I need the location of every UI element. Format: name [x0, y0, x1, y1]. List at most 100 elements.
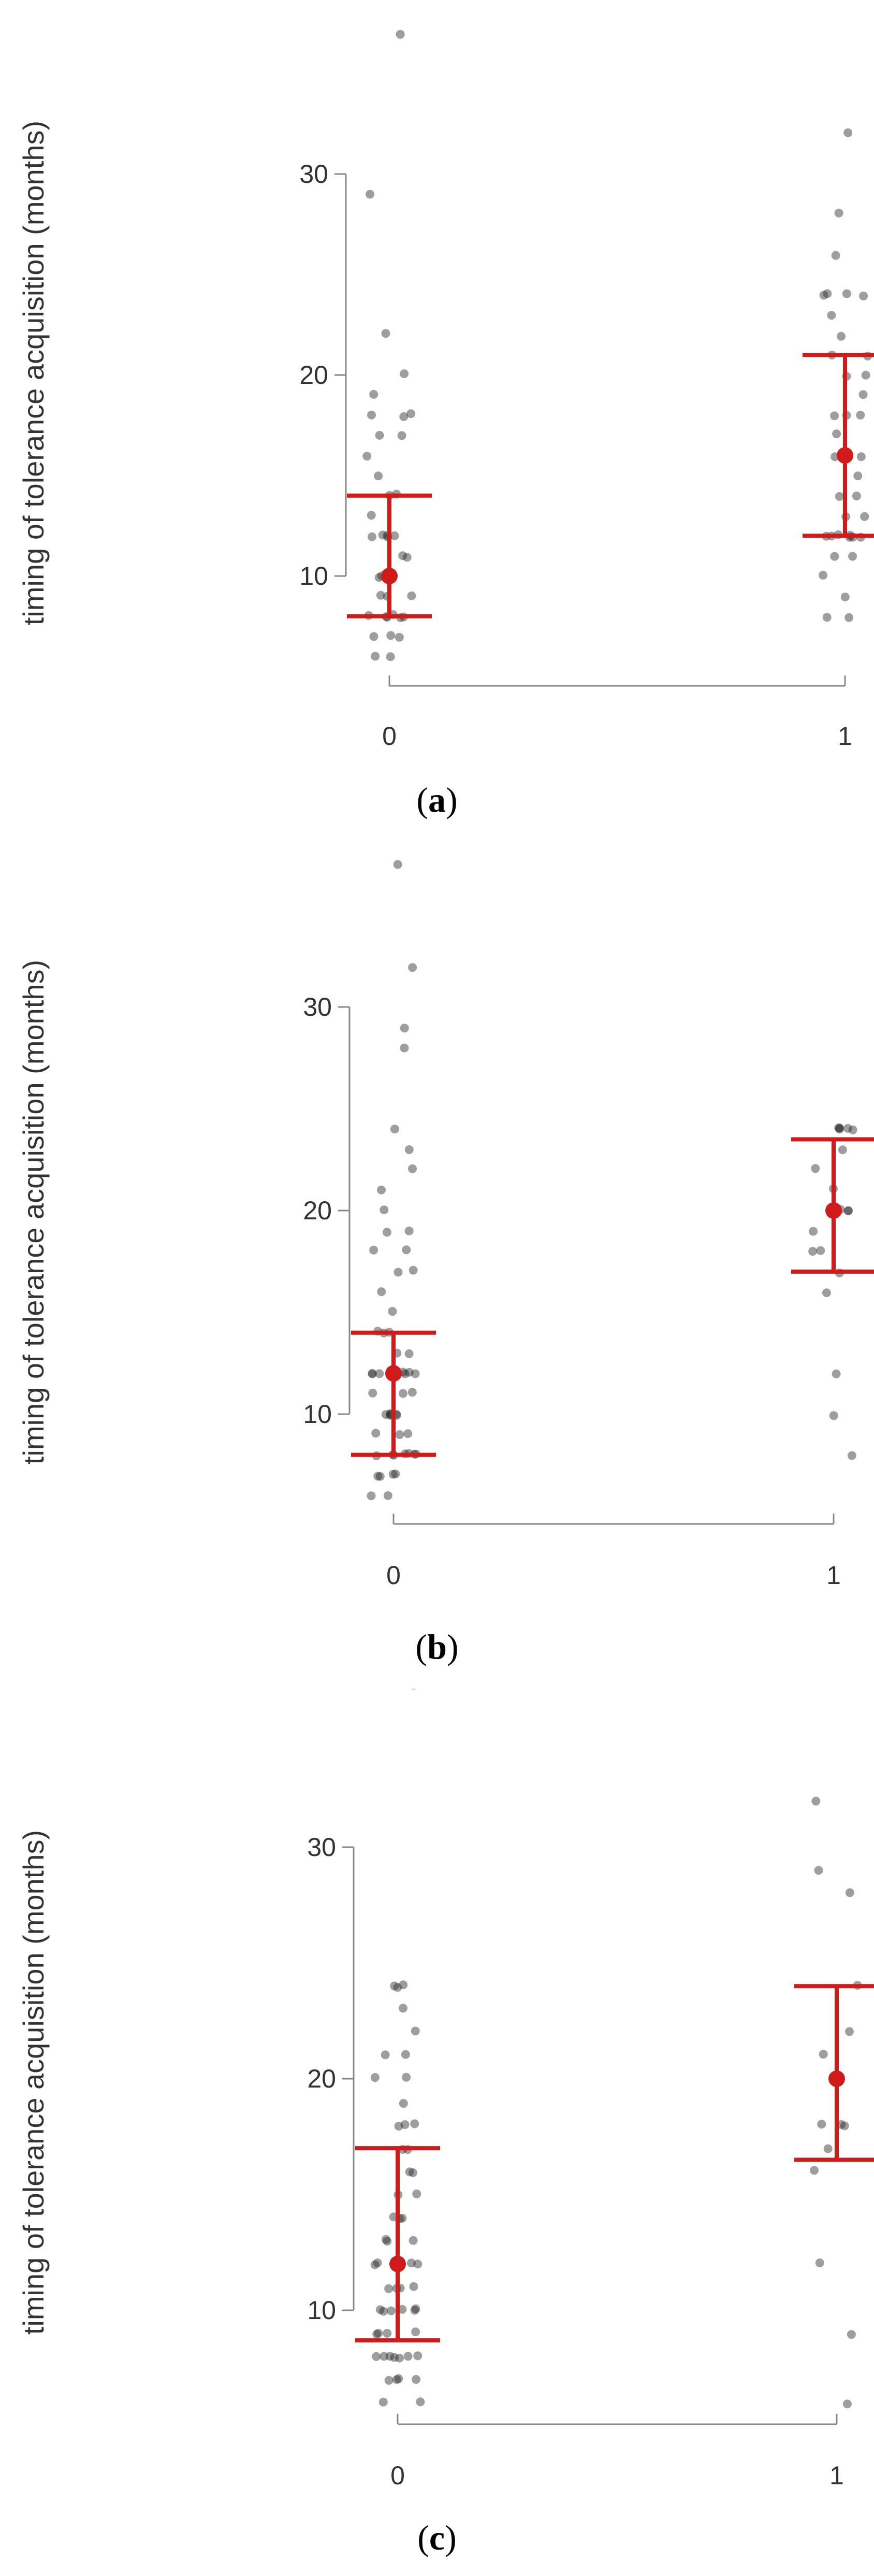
data-point — [394, 2122, 403, 2131]
y-tick-label: 20 — [303, 1196, 332, 1225]
data-point — [823, 2144, 833, 2153]
data-point — [404, 1349, 414, 1358]
x-tick-label: 1 — [829, 2461, 844, 2490]
data-point — [838, 1145, 847, 1155]
data-point — [411, 2304, 420, 2313]
data-point — [861, 370, 870, 380]
data-point — [845, 1888, 854, 1897]
x-tick-label: 1 — [838, 722, 852, 751]
y-tick-label: 30 — [307, 1833, 336, 1862]
median-point — [385, 1365, 402, 1382]
y-tick-label: 30 — [303, 992, 332, 1021]
y-tick-label: 10 — [299, 562, 328, 591]
data-point — [859, 291, 868, 300]
data-point — [837, 332, 846, 341]
data-point — [840, 2121, 849, 2131]
data-point — [369, 390, 378, 399]
data-point — [401, 2050, 410, 2059]
data-point — [362, 452, 372, 461]
data-point — [808, 1247, 818, 1256]
y-tick-label: 10 — [303, 1400, 332, 1429]
data-point — [395, 2353, 404, 2363]
data-point — [404, 1226, 414, 1235]
data-point — [369, 1245, 378, 1255]
data-point — [385, 2352, 395, 2361]
data-point — [843, 128, 853, 137]
data-point — [411, 2327, 420, 2337]
data-point — [814, 1866, 823, 1875]
data-point — [412, 2375, 421, 2384]
data-point — [368, 1388, 377, 1398]
data-point — [822, 613, 832, 622]
data-point — [408, 963, 417, 972]
data-point — [407, 2258, 416, 2268]
data-point — [816, 1246, 825, 1255]
data-point — [378, 530, 387, 540]
data-point — [399, 2099, 408, 2108]
data-point — [390, 2353, 399, 2362]
y-tick-label: 30 — [299, 160, 328, 189]
data-point — [834, 208, 843, 218]
data-point — [852, 492, 861, 500]
data-point — [410, 2306, 419, 2315]
data-point — [815, 2258, 824, 2267]
data-point — [843, 1206, 853, 1216]
data-point — [810, 2166, 819, 2175]
data-point — [384, 2376, 394, 2385]
median-iqr-bar — [355, 2146, 440, 2343]
data-point — [809, 1227, 818, 1236]
data-point — [398, 2305, 407, 2314]
data-point — [411, 1369, 420, 1378]
data-point — [840, 593, 850, 601]
data-point — [381, 2235, 390, 2244]
data-point — [848, 552, 857, 561]
data-point — [367, 511, 376, 520]
data-point — [858, 390, 868, 399]
data-point — [383, 2237, 392, 2246]
data-point — [366, 190, 374, 199]
data-point — [373, 2258, 382, 2267]
data-point — [811, 1796, 821, 1806]
data-point — [373, 1472, 383, 1481]
data-point — [374, 471, 383, 481]
median-iqr-bar — [347, 493, 432, 618]
data-point — [371, 652, 380, 661]
data-point — [374, 2328, 383, 2338]
data-point — [398, 1389, 407, 1398]
data-point — [835, 1124, 844, 1133]
data-point — [372, 2329, 382, 2339]
data-point — [832, 1369, 841, 1378]
data-point — [831, 251, 840, 260]
chart-panel-b: 10 20 30 timing of tolerance acquisition (m… — [0, 839, 874, 1689]
data-point — [375, 1369, 384, 1378]
median-point — [825, 1202, 842, 1219]
data-point — [817, 2120, 826, 2129]
data-point — [384, 2284, 394, 2293]
data-point — [375, 2305, 385, 2314]
data-point — [391, 1470, 400, 1478]
data-point — [395, 632, 404, 642]
data-point — [829, 1411, 838, 1420]
median-iqr-bar — [803, 353, 874, 538]
data-point — [400, 1369, 410, 1378]
data-point — [371, 1429, 381, 1438]
x-tick-label: 0 — [386, 1561, 401, 1590]
data-point — [378, 2397, 388, 2407]
caption-letter-a: a — [428, 780, 446, 819]
data-point — [853, 471, 863, 481]
data-point — [398, 2213, 407, 2223]
data-point — [413, 2351, 423, 2361]
data-point — [403, 2352, 413, 2361]
data-point — [848, 1125, 857, 1134]
data-point — [844, 1206, 853, 1215]
data-point — [367, 410, 376, 420]
data-point — [394, 2374, 403, 2383]
data-point — [395, 1430, 404, 1439]
x-tick-label: 0 — [382, 722, 397, 751]
data-point — [819, 2050, 828, 2059]
data-point — [381, 2050, 390, 2060]
data-point — [397, 431, 406, 440]
data-point — [405, 2167, 414, 2177]
data-point — [832, 429, 841, 439]
